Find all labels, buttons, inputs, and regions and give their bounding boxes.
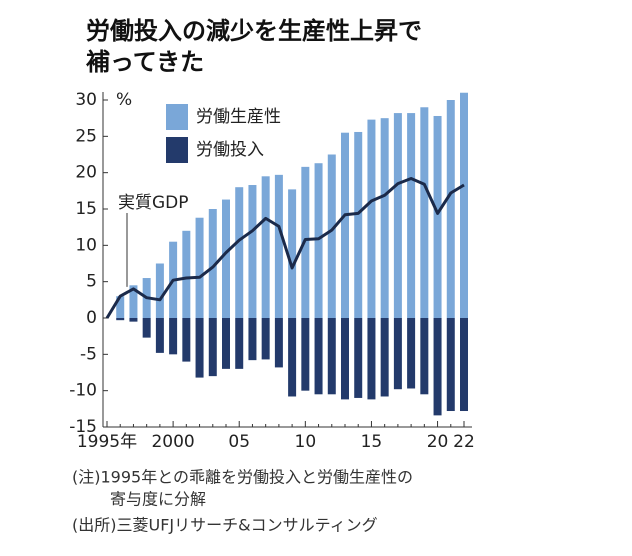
y-tick-label: 15: [75, 199, 97, 219]
y-tick-label: 5: [86, 272, 97, 292]
bar: [288, 318, 297, 397]
bar: [380, 318, 389, 397]
bar: [420, 318, 429, 395]
y-tick-label: -10: [69, 381, 97, 401]
bar: [314, 318, 323, 395]
legend-swatch: [166, 137, 188, 163]
bar: [407, 113, 416, 318]
bar: [169, 318, 178, 355]
bar: [235, 187, 244, 318]
bar: [407, 318, 416, 389]
note: 寄与度に分解: [110, 490, 206, 509]
bar: [354, 131, 363, 318]
bar: [460, 318, 468, 412]
bar: [327, 154, 336, 318]
chart-title: 補ってきた: [85, 48, 204, 76]
bar: [433, 115, 442, 318]
bar: [208, 318, 217, 377]
x-tick-label: 2000: [151, 432, 194, 452]
bar: [208, 209, 217, 318]
y-tick-label: 30: [75, 90, 97, 110]
x-tick-label: 1995年: [77, 432, 137, 452]
bar: [235, 318, 244, 369]
bar: [446, 318, 455, 412]
line-label: 実質GDP: [118, 193, 189, 213]
bar: [367, 119, 376, 319]
bar: [460, 92, 468, 318]
x-tick-label: 05: [228, 432, 250, 452]
source: (出所)三菱UFJリサーチ&コンサルティング: [72, 516, 378, 535]
bar: [261, 318, 270, 360]
bar: [288, 189, 297, 318]
bar: [129, 318, 138, 322]
y-tick-label: -5: [80, 344, 97, 364]
y-unit: %: [116, 90, 132, 110]
bar: [222, 199, 230, 318]
bar: [327, 318, 336, 395]
bar: [222, 318, 230, 369]
bar: [248, 318, 257, 361]
bar: [301, 318, 310, 391]
x-tick-label: 10: [295, 432, 317, 452]
bar: [116, 296, 125, 318]
bar: [261, 176, 270, 318]
x-tick-label: 20: [427, 432, 449, 452]
line: [105, 177, 465, 319]
bar: [354, 318, 363, 398]
bar: [182, 230, 191, 318]
bar: [248, 185, 257, 318]
y-tick-label: 20: [75, 163, 97, 183]
bar: [274, 318, 283, 368]
bar: [274, 174, 283, 318]
bar: [367, 318, 376, 400]
bar: [155, 263, 164, 318]
bar: [420, 107, 429, 319]
bar: [433, 318, 442, 416]
chart-title: 労働投入の減少を生産性上昇で: [86, 17, 422, 45]
legend-label: 労働投入: [196, 140, 264, 160]
bar: [341, 318, 349, 400]
bar: [195, 318, 204, 378]
x-tick-label: 15: [361, 432, 383, 452]
legend-label: 労働生産性: [196, 107, 281, 127]
bar: [393, 318, 402, 390]
bar: [142, 318, 151, 338]
bar: [195, 217, 204, 318]
bar: [155, 318, 164, 353]
bar: [129, 285, 138, 318]
bar: [341, 132, 349, 318]
x-tick-label: 22: [453, 432, 475, 452]
y-tick-label: 10: [75, 235, 97, 255]
legend-swatch: [166, 104, 188, 130]
bar: [116, 318, 125, 321]
y-tick-label: 0: [86, 308, 97, 328]
y-tick-label: 25: [75, 126, 97, 146]
bar: [314, 163, 323, 318]
bar: [380, 118, 389, 319]
bar: [393, 113, 402, 318]
note: (注)1995年との乖離を労働投入と労働生産性の: [72, 468, 413, 487]
bar: [182, 318, 191, 362]
y-tick-label: -15: [69, 417, 97, 437]
bar: [446, 100, 455, 318]
